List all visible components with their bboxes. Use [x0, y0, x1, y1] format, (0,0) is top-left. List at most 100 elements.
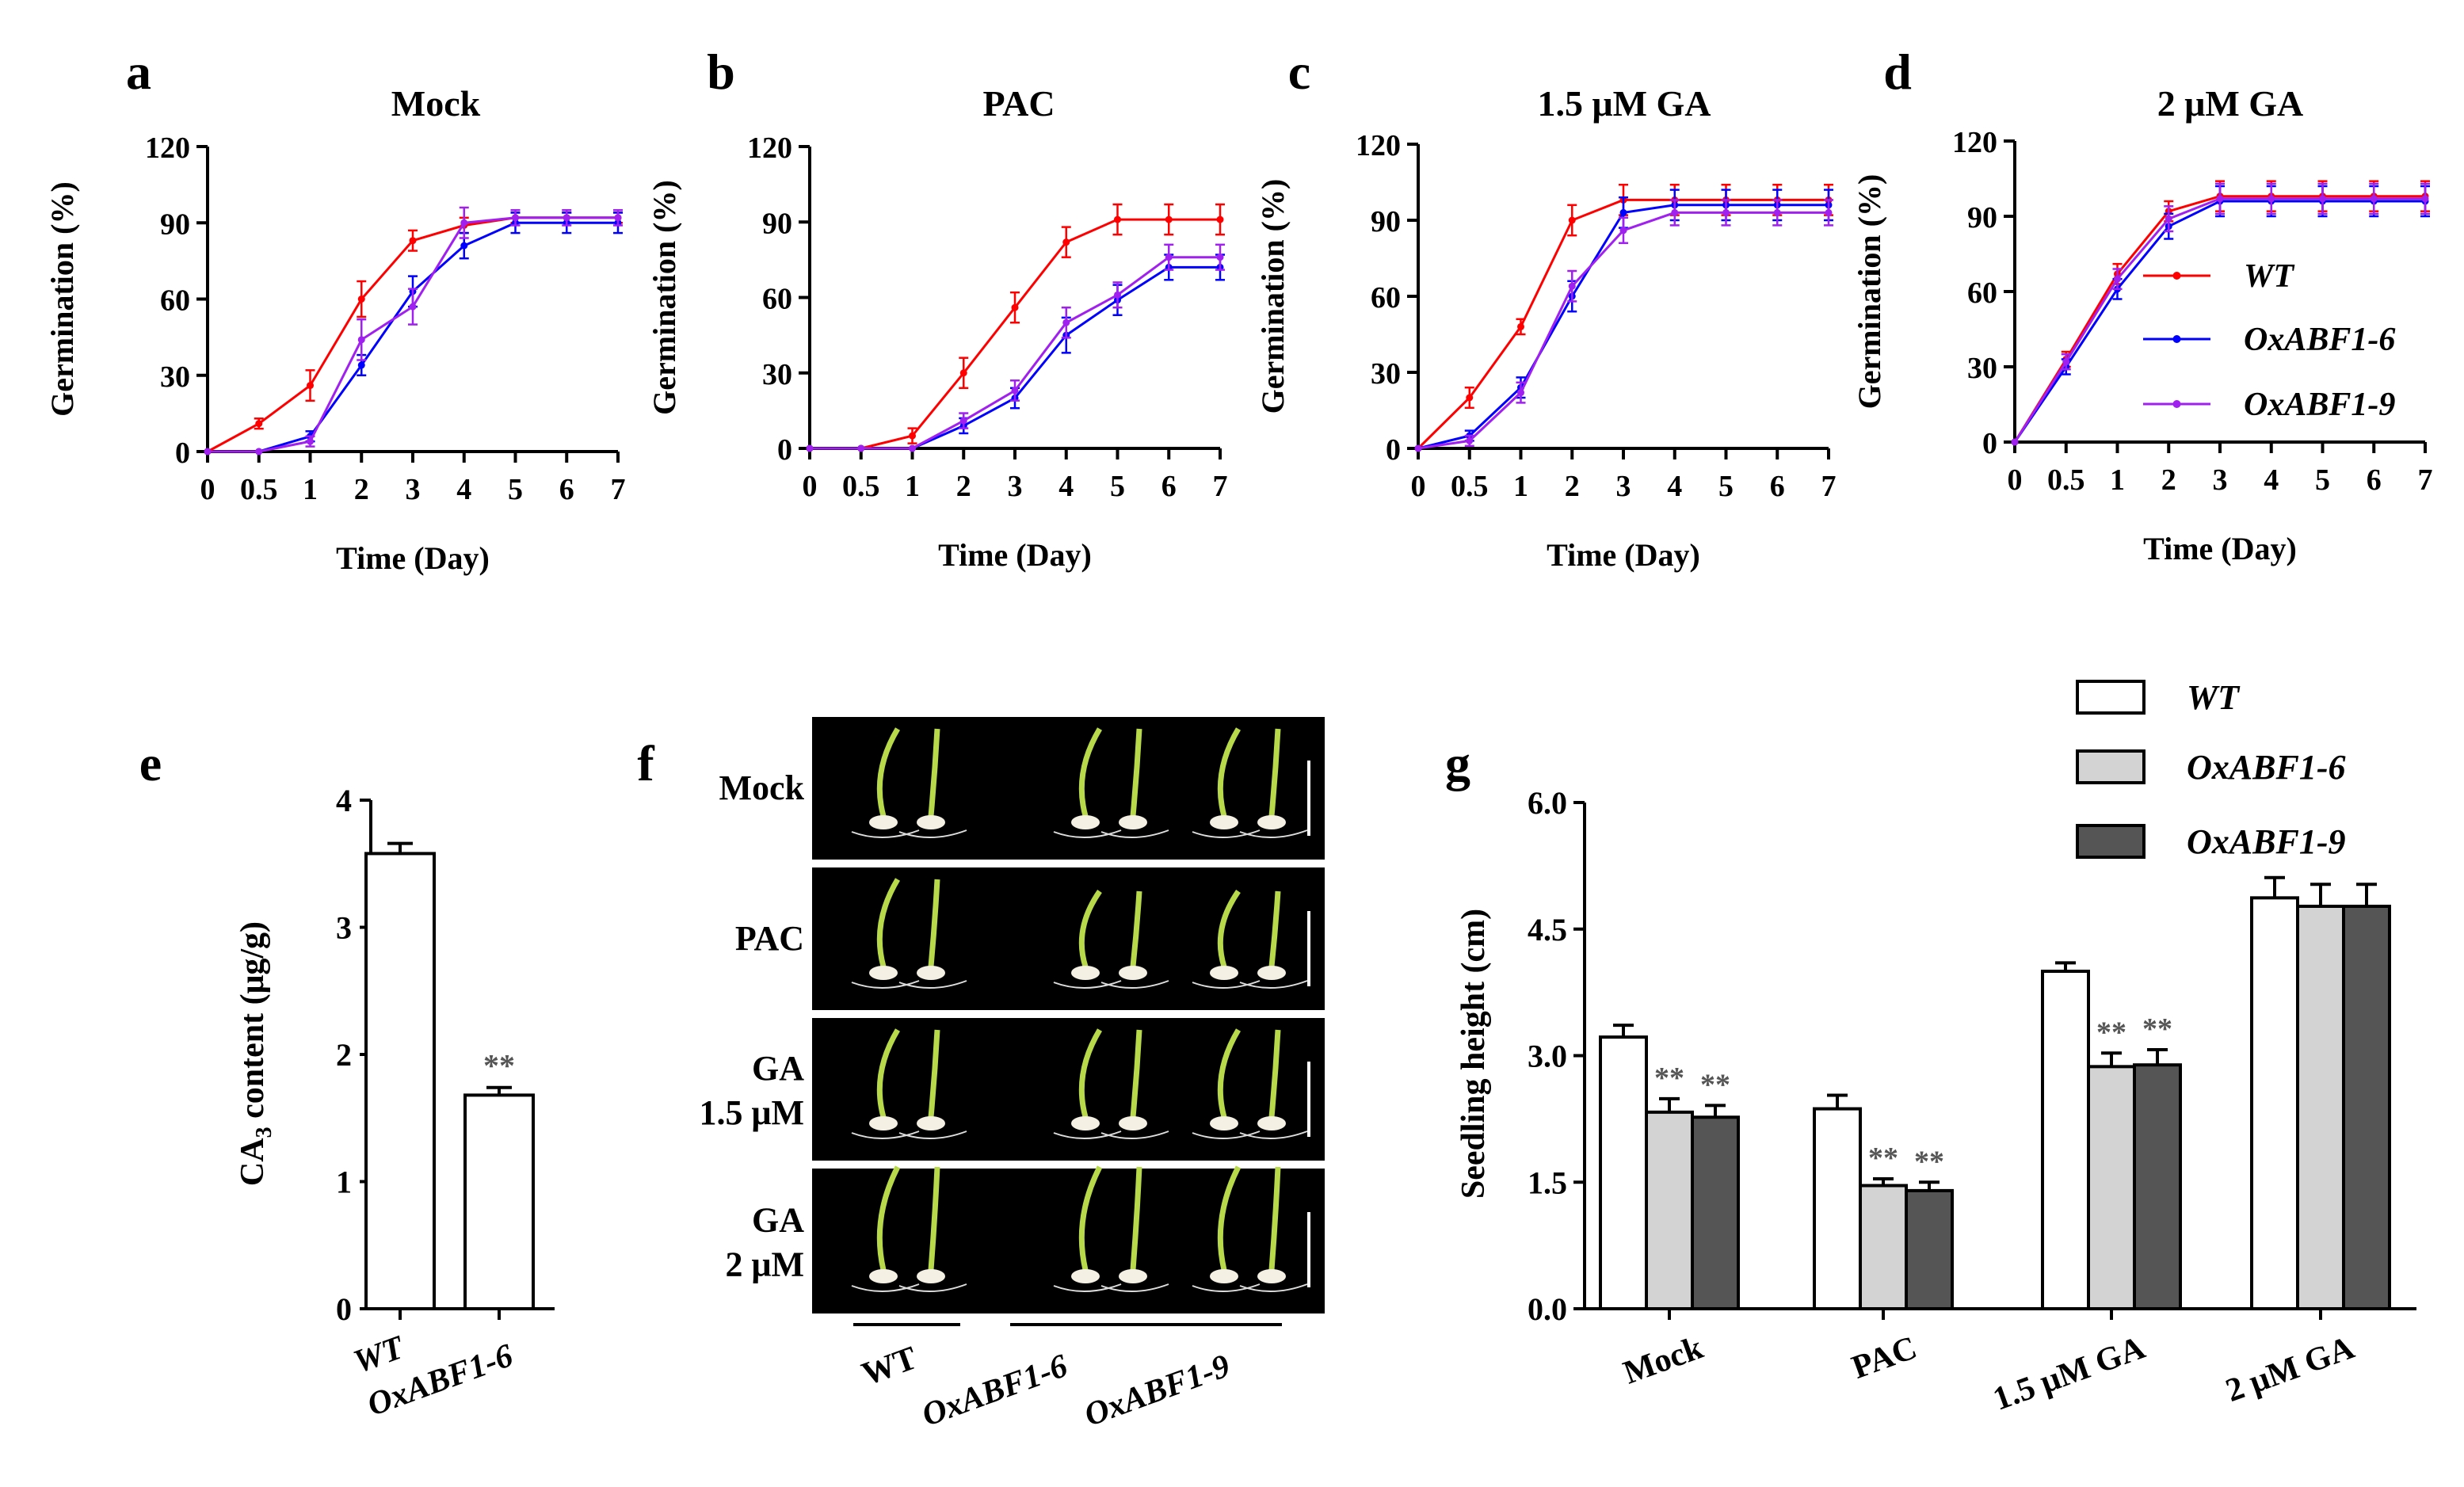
y-tick-label: 3.0	[1528, 1039, 1567, 1074]
significance-mark: **	[1868, 1142, 1898, 1175]
x-tick-label: 6	[2367, 463, 2382, 497]
seed	[1071, 966, 1100, 980]
data-point	[1517, 322, 1524, 330]
x-tick-label: 0.5	[240, 473, 278, 506]
panel-letter: g	[1445, 735, 1470, 791]
photo-background	[812, 867, 1325, 1010]
y-tick-label: 90	[762, 207, 792, 240]
panel-letter: d	[1883, 44, 1912, 100]
seedling-shoot	[1130, 1029, 1142, 1118]
y-tick-label: 60	[1371, 281, 1401, 315]
series-line-oxabf1-9	[810, 256, 1220, 450]
x-axis-title: Time (Day)	[336, 540, 490, 576]
x-tick-label: 3	[1008, 470, 1023, 503]
y-tick-label: 0	[1386, 433, 1401, 467]
seedling-root	[851, 1131, 920, 1139]
photo-background	[812, 1018, 1325, 1161]
x-tick-label: 6	[559, 473, 574, 506]
y-tick-label: 120	[1952, 126, 1997, 159]
legend-label: WT	[2187, 678, 2241, 717]
seedling-shoot	[928, 879, 940, 967]
data-point	[1517, 389, 1524, 397]
data-point	[255, 420, 263, 428]
row-label: GA	[752, 1201, 804, 1240]
data-point	[1114, 215, 1121, 223]
x-tick-label: 0.5	[2047, 463, 2085, 497]
seedling-shoot	[876, 878, 901, 967]
seed	[1257, 815, 1286, 829]
x-tick-label: 6	[1770, 470, 1785, 503]
y-tick-label: 0.0	[1528, 1291, 1567, 1327]
seed	[869, 966, 898, 980]
x-tick-label: 6	[1161, 470, 1177, 503]
seedling-root	[898, 980, 967, 989]
data-point	[357, 336, 365, 344]
data-point	[307, 382, 314, 390]
seedling-root	[1053, 1283, 1122, 1292]
data-point	[806, 444, 814, 452]
seedling-root	[1239, 1283, 1308, 1292]
data-point	[2370, 195, 2378, 203]
x-tick-label: 0	[1411, 470, 1426, 503]
y-tick-label: 120	[145, 132, 190, 165]
seedling-root	[851, 829, 920, 838]
bar-wt	[2250, 896, 2299, 1310]
seedling-shoot	[1130, 1166, 1142, 1271]
bar-wt	[2041, 970, 2090, 1310]
y-tick-label: 6.0	[1528, 785, 1567, 821]
data-point	[2062, 358, 2070, 366]
legend-label: OxABF1-9	[2187, 822, 2345, 861]
seed	[917, 1269, 945, 1283]
x-tick-label: 2	[354, 473, 369, 506]
seed	[1210, 1116, 1238, 1131]
data-point	[460, 242, 468, 250]
significance-mark: **	[1914, 1145, 1944, 1178]
seed	[1257, 1269, 1286, 1283]
seed	[1119, 1269, 1147, 1283]
x-tick-label: 7	[1213, 470, 1228, 503]
seedling-root	[1239, 1131, 1308, 1139]
x-tick-label: 5	[508, 473, 523, 506]
photo-background	[812, 717, 1325, 860]
chart-title: 2 μM GA	[2157, 83, 2304, 124]
y-axis-title: Germination (%)	[1852, 174, 1887, 410]
seed	[869, 815, 898, 829]
seedling-root	[1053, 1131, 1122, 1139]
data-point	[1011, 303, 1019, 311]
x-tick-label: 3	[406, 473, 421, 506]
seedling-shoot	[928, 728, 940, 817]
seed	[1119, 815, 1147, 829]
seed	[1071, 815, 1100, 829]
seedling-root	[1100, 980, 1169, 989]
y-tick-label: 60	[762, 283, 792, 316]
y-tick-label: 120	[1356, 129, 1401, 162]
seedling-shoot	[876, 1028, 901, 1118]
data-point	[2268, 195, 2275, 203]
seedling-shoot	[1130, 890, 1142, 967]
legend-label: WT	[2244, 258, 2295, 295]
bar-wt	[1599, 1035, 1648, 1310]
seedling-root	[1100, 1283, 1169, 1292]
x-tick-label: 7	[2418, 463, 2433, 497]
seedling-shoot	[1217, 1028, 1242, 1118]
y-axis-title: Seedling height (cm)	[1455, 909, 1492, 1199]
x-tick-label: 5	[2315, 463, 2330, 497]
photo-row-2: PAC	[735, 867, 1325, 1010]
seed	[1257, 966, 1286, 980]
y-axis-title-part: content (μg/g)	[235, 921, 271, 1127]
bar-oxabf1-6	[463, 1093, 535, 1310]
row-label: PAC	[735, 919, 804, 958]
data-point	[909, 432, 916, 440]
x-axis-title: Time (Day)	[938, 537, 1092, 573]
y-tick-label: 60	[160, 284, 190, 318]
legend-label: OxABF1-9	[2244, 387, 2395, 423]
seedling-shoot	[876, 727, 901, 817]
data-point	[857, 444, 865, 452]
data-point	[357, 361, 365, 369]
data-point	[307, 437, 314, 445]
y-tick-label: 0	[777, 433, 792, 467]
panel-d-germination-2-ga: d 2 μM GA 0 30 60 90 120 0 0.5 1 2 3 4 5 6 7 Time (Day) G…	[1852, 44, 2433, 566]
data-point	[409, 237, 417, 245]
seed	[1210, 815, 1238, 829]
